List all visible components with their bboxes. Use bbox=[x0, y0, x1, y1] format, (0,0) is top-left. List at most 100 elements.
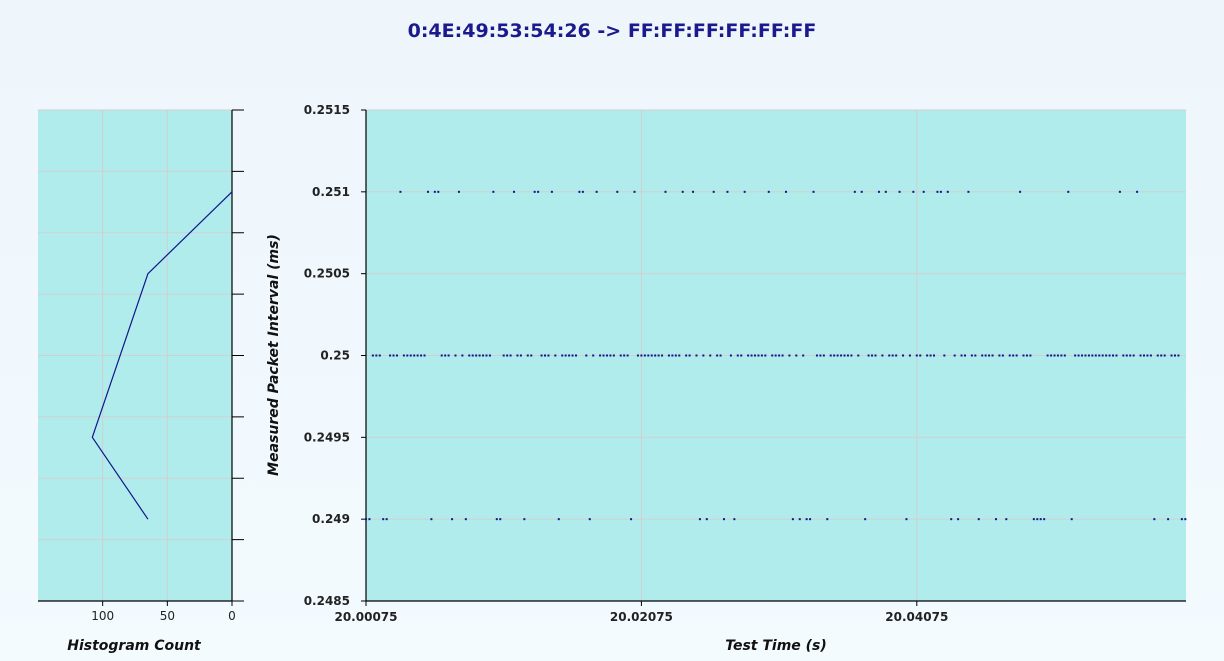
scatter-point bbox=[602, 354, 605, 357]
scatter-y-tick-label: 0.2485 bbox=[304, 594, 350, 608]
scatter-point bbox=[1070, 518, 1073, 521]
scatter-point bbox=[1087, 354, 1090, 357]
scatter-point bbox=[399, 190, 402, 193]
scatter-point bbox=[457, 190, 460, 193]
scatter-point bbox=[946, 190, 949, 193]
scatter-point bbox=[506, 354, 509, 357]
scatter-point bbox=[523, 518, 526, 521]
scatter-point bbox=[795, 354, 798, 357]
scatter-point bbox=[526, 354, 529, 357]
scatter-point bbox=[864, 518, 867, 521]
scatter-point bbox=[554, 354, 557, 357]
scatter-point bbox=[533, 190, 536, 193]
scatter-point bbox=[385, 518, 388, 521]
scatter-point bbox=[1184, 518, 1187, 521]
scatter-point bbox=[447, 354, 450, 357]
scatter-point bbox=[1043, 518, 1046, 521]
scatter-point bbox=[991, 354, 994, 357]
scatter-point bbox=[988, 354, 991, 357]
scatter-point bbox=[1156, 354, 1159, 357]
scatter-point bbox=[650, 354, 653, 357]
scatter-point bbox=[1180, 518, 1183, 521]
scatter-point bbox=[778, 354, 781, 357]
scatter-point bbox=[1125, 354, 1128, 357]
scatter-point bbox=[592, 354, 595, 357]
scatter-point bbox=[833, 354, 836, 357]
scatter-point bbox=[908, 354, 911, 357]
scatter-point bbox=[819, 354, 822, 357]
scatter-point bbox=[698, 518, 701, 521]
scatter-x-tick-label: 20.02075 bbox=[610, 610, 673, 624]
scatter-point bbox=[1060, 354, 1063, 357]
scatter-y-tick-label: 0.25 bbox=[320, 349, 350, 363]
scatter-point bbox=[1163, 354, 1166, 357]
scatter-point bbox=[771, 354, 774, 357]
scatter-point bbox=[605, 354, 608, 357]
scatter-point bbox=[1112, 354, 1115, 357]
scatter-point bbox=[513, 190, 516, 193]
scatter-point bbox=[723, 518, 726, 521]
scatter-y-tick-label: 0.249 bbox=[312, 512, 350, 526]
scatter-point bbox=[957, 518, 960, 521]
scatter-point bbox=[1001, 354, 1004, 357]
scatter-point bbox=[478, 354, 481, 357]
scatter-point bbox=[492, 190, 495, 193]
scatter-point bbox=[430, 518, 433, 521]
scatter-point bbox=[640, 354, 643, 357]
scatter-point bbox=[805, 518, 808, 521]
scatter-point bbox=[705, 518, 708, 521]
scatter-point bbox=[585, 354, 588, 357]
scatter-point bbox=[733, 518, 736, 521]
scatter-point bbox=[578, 190, 581, 193]
scatter-point bbox=[488, 354, 491, 357]
scatter-point bbox=[395, 354, 398, 357]
scatter-point bbox=[1177, 354, 1180, 357]
scatter-point bbox=[877, 190, 880, 193]
scatter-point bbox=[433, 190, 436, 193]
scatter-point bbox=[736, 354, 739, 357]
scatter-point bbox=[423, 354, 426, 357]
scatter-point bbox=[626, 354, 629, 357]
scatter-point bbox=[382, 518, 385, 521]
scatter-point bbox=[936, 190, 939, 193]
scatter-y-tick-label: 0.2515 bbox=[304, 103, 350, 117]
scatter-point bbox=[420, 354, 423, 357]
scatter-point bbox=[451, 518, 454, 521]
scatter-y-tick-label: 0.2505 bbox=[304, 267, 350, 281]
scatter-point bbox=[984, 354, 987, 357]
scatter-point bbox=[633, 190, 636, 193]
scatter-point bbox=[406, 354, 409, 357]
histogram-line bbox=[91, 191, 233, 520]
scatter-point bbox=[902, 354, 905, 357]
scatter-point bbox=[378, 354, 381, 357]
scatter-point bbox=[1115, 354, 1118, 357]
scatter-point bbox=[740, 354, 743, 357]
scatter-point bbox=[905, 518, 908, 521]
scatter-point bbox=[764, 354, 767, 357]
scatter-point bbox=[757, 354, 760, 357]
scatter-point bbox=[695, 354, 698, 357]
scatter-point bbox=[846, 354, 849, 357]
scatter-point bbox=[482, 354, 485, 357]
scatter-point bbox=[444, 354, 447, 357]
scatter-point bbox=[588, 518, 591, 521]
chart-title: 0:4E:49:53:54:26 -> FF:FF:FF:FF:FF:FF bbox=[407, 20, 817, 42]
scatter-point bbox=[798, 518, 801, 521]
scatter-point bbox=[915, 354, 918, 357]
scatter-point bbox=[561, 354, 564, 357]
scatter-point bbox=[950, 518, 953, 521]
scatter-point bbox=[1122, 354, 1125, 357]
scatter-point bbox=[678, 354, 681, 357]
scatter-point bbox=[967, 190, 970, 193]
scatter-point bbox=[1029, 354, 1032, 357]
scatter-point bbox=[867, 354, 870, 357]
scatter-point bbox=[564, 354, 567, 357]
scatter-point bbox=[943, 354, 946, 357]
scatter-point bbox=[1149, 354, 1152, 357]
scatter-point bbox=[375, 354, 378, 357]
scatter-point bbox=[743, 190, 746, 193]
scatter-point bbox=[674, 354, 677, 357]
scatter-point bbox=[1063, 354, 1066, 357]
scatter-point bbox=[712, 190, 715, 193]
